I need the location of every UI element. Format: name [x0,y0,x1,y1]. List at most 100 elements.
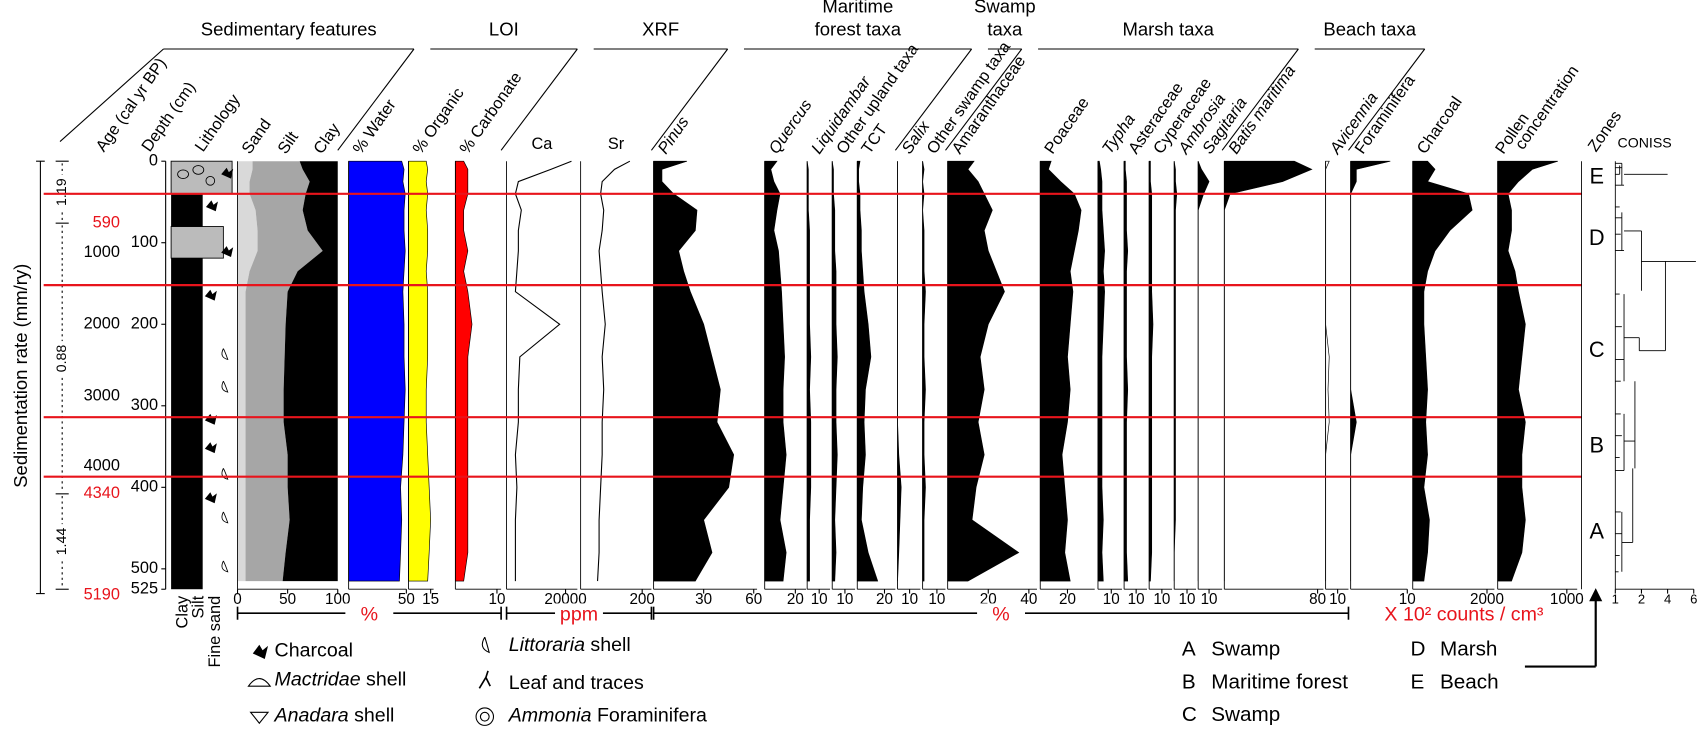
group-title: Swamp [974,0,1036,17]
group-title: XRF [642,18,679,39]
profile-area [1413,161,1472,581]
profile-area [1098,161,1105,581]
age-label: 5190 [84,585,120,603]
x-tick-label: 10 [901,591,918,608]
group-title: taxa [987,18,1023,39]
panel-label: % Water [349,96,400,158]
unit-label: % [992,604,1009,626]
age-label: 4000 [84,456,120,474]
x-tick-label: 60 [745,591,762,608]
profile-area [1351,161,1391,581]
x-tick-label: 20 [876,591,893,608]
x-tick-label: 10 [1103,591,1120,608]
profile-area [409,161,431,581]
chart: 0100200300400500525590100020003000400043… [0,0,1708,733]
depth-tick-label: 500 [131,559,158,577]
lithology-category: Silt [190,595,208,618]
legend-text: shell [354,705,394,727]
legend-text: shell [366,669,406,691]
sed-rate-value: 0.88 [53,345,69,373]
zone-legend-letter: B [1182,670,1196,693]
lithology-category: Fine sand [206,596,224,668]
age-label: 4340 [84,484,120,502]
x-tick-label: 10 [1179,591,1196,608]
legend-entry: Leaf and traces [509,672,644,694]
x-tick-label: 50 [279,591,296,608]
dendrogram [1615,163,1696,571]
profile-area [948,161,1019,581]
legend-italic: Anadara [274,705,349,727]
profile-area [1124,161,1128,581]
x-tick-label: 10 [836,591,853,608]
group-title: Marsh taxa [1122,18,1214,39]
profile-line [598,161,630,581]
profile-area [1040,161,1081,581]
legend-italic: Littoraria [509,634,585,656]
sed-rate-label: Sedimentation rate (mm/ry) [10,264,31,488]
x-tick-label: 10 [928,591,945,608]
x-tick-label: 15 [422,591,439,608]
lithology-column [171,161,233,589]
profile-line [515,161,571,581]
profile-area [1149,161,1153,581]
zone-letter: E [1590,163,1605,188]
series-label: Silt [274,128,302,157]
profile-area [1198,161,1209,581]
panel-label: Pinus [654,113,692,157]
zone-legend-name: Marsh [1440,638,1497,661]
coniss-tick-label: 4 [1664,592,1671,607]
x-tick-label: 20 [787,591,804,608]
profile-area [1326,161,1330,581]
zone-letter: C [1589,337,1605,362]
depth-tick-label: 525 [131,580,158,598]
sed-rate-value: 1.44 [53,528,69,556]
series-label: Sand [238,116,275,158]
coniss-tick-label: 6 [1690,592,1697,607]
profile-area [765,161,786,581]
group-title: Sedimentary features [201,18,377,39]
x-tick-label: 0 [233,591,241,608]
series-label: Clay [310,119,344,157]
profile-area [1224,161,1311,581]
profile-area [455,161,472,581]
lithology-category: Clay [173,595,191,629]
zone-legend-name: Maritime forest [1211,670,1348,693]
x-tick-label: 10 [1153,591,1170,608]
profile-area [832,161,837,581]
zone-legend-name: Swamp [1211,703,1280,726]
profile-area [898,161,902,581]
x-tick-label: 10 [1329,591,1346,608]
legend-entry: Mactridae shell [275,669,407,691]
age-label: 590 [93,213,120,231]
unit-label: X 10² counts / cm³ [1384,604,1543,626]
legend-text: Foraminifera [597,705,707,727]
page: {"chart_data": { "type": "stratigraphic"… [0,0,1708,733]
profile-area [349,161,406,581]
panel-label: % Carbonate [456,69,525,157]
sed-rate-value: 1.19 [53,178,69,206]
depth-tick-label: 400 [131,478,158,496]
unit-label: ppm [560,604,598,626]
panel-label: concentration [1512,62,1583,153]
profile-area [857,161,877,581]
x-tick-label: 10 [488,591,505,608]
x-tick-label: 50 [398,591,415,608]
legend-entry: Ammonia Foraminifera [508,705,707,727]
profile-area [807,161,811,581]
depth-tick-label: 200 [131,315,158,333]
legend-text: Charcoal [275,639,353,661]
legend-entry: Anadara shell [274,705,395,727]
legend-italic: Mactridae [275,669,361,691]
x-tick-label: 10 [1128,591,1145,608]
panel-label: Poaceae [1041,94,1093,157]
coniss-tick-label: 1 [1612,592,1619,607]
zone-letter: A [1590,519,1605,544]
zone-legend-letter: C [1182,703,1197,726]
zone-legend-letter: A [1182,638,1196,661]
panel-label: Charcoal [1414,93,1466,157]
coniss-label: CONISS [1617,135,1671,151]
legend-entry: Littoraria shell [509,634,631,656]
zone-letter: D [1589,225,1605,250]
group-title: Maritime [822,0,893,17]
x-tick-label: 1000 [1550,591,1584,608]
